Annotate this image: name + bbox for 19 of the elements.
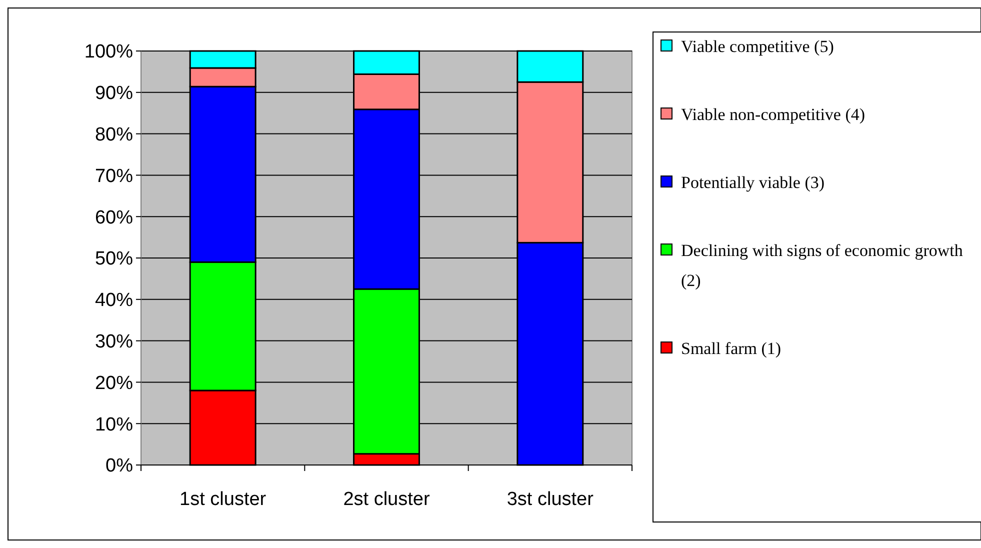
y-tick-label: 70% (94, 166, 134, 187)
legend-label: Small farm (1) (681, 338, 782, 358)
x-tick-label: 1st cluster (180, 489, 267, 510)
legend-label: Viable non-competitive (4) (681, 104, 866, 124)
y-tick-label: 40% (94, 290, 134, 312)
legend-label: Declining with signs of economic growth (2) (681, 240, 964, 290)
y-tick-label: 50% (94, 248, 134, 270)
y-tick-label: 0% (106, 456, 134, 477)
x-tick-label: 3st cluster (506, 489, 594, 510)
y-tick-label: 80% (94, 124, 134, 146)
y-tick-label: 60% (94, 207, 134, 228)
y-tick-label: 20% (94, 372, 134, 394)
y-tick-label: 10% (94, 414, 134, 436)
y-tick-label: 30% (94, 331, 134, 352)
y-tick-label: 100% (84, 42, 134, 63)
legend-label: Potentially viable (3) (681, 172, 825, 192)
legend-label: Viable competitive (5) (681, 36, 834, 56)
y-tick-label: 90% (94, 83, 134, 104)
x-tick-label: 2st cluster (343, 489, 430, 510)
